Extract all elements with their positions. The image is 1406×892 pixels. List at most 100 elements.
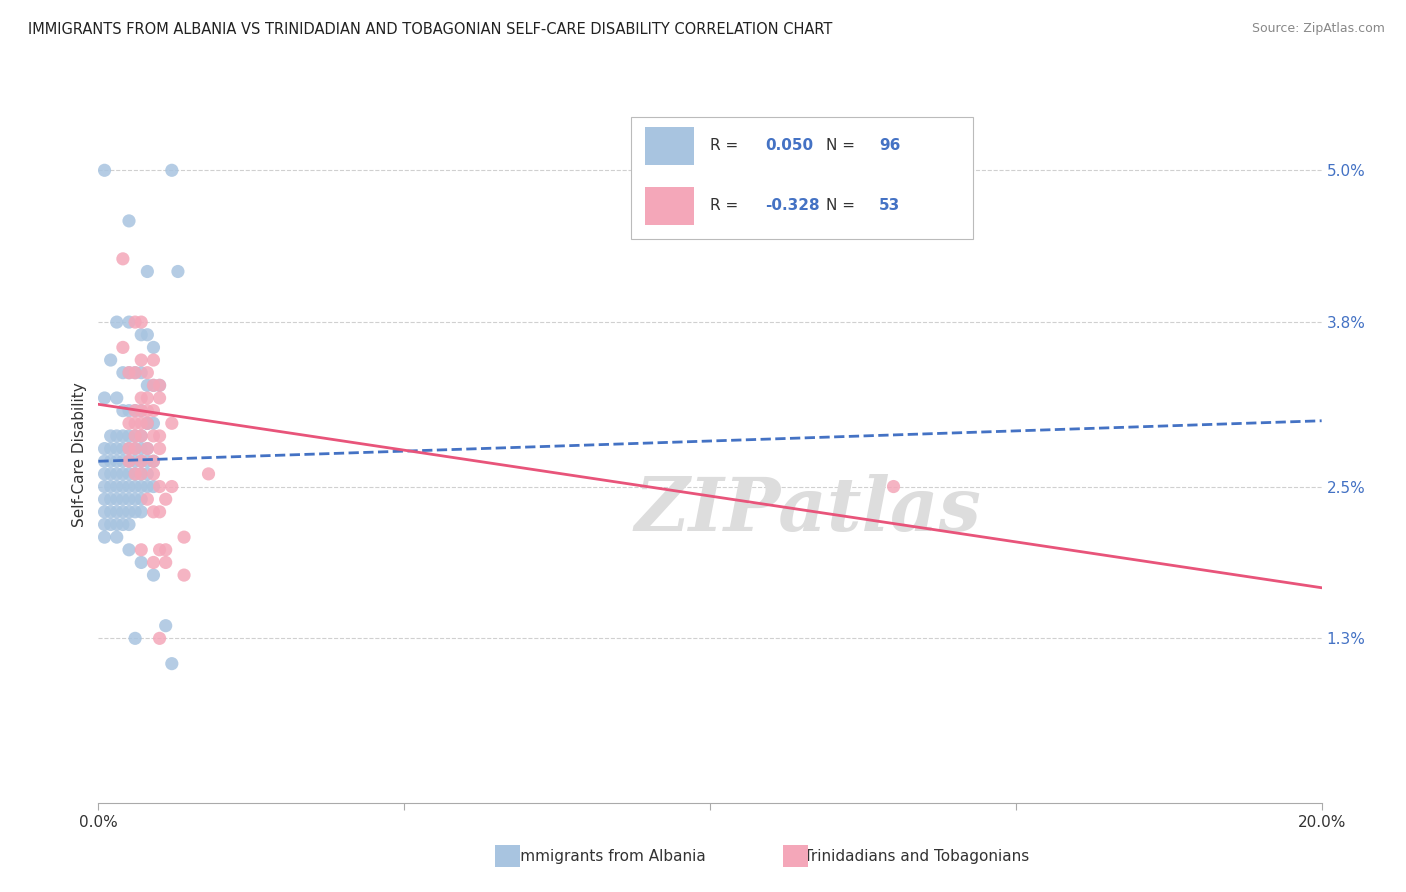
Point	[105, 429, 128, 443]
Point	[167, 264, 190, 278]
Point	[105, 467, 128, 481]
Point	[118, 417, 141, 431]
Point	[105, 505, 128, 519]
Point	[136, 327, 159, 342]
Point	[124, 467, 146, 481]
Point	[105, 442, 128, 456]
Point	[142, 429, 165, 443]
Point	[136, 378, 159, 392]
Point	[136, 479, 159, 493]
Point	[136, 454, 159, 468]
Point	[111, 252, 134, 266]
Point	[160, 479, 183, 493]
Point	[129, 467, 152, 481]
Point	[118, 505, 141, 519]
Point	[93, 492, 115, 507]
Point	[124, 467, 146, 481]
Point	[124, 403, 146, 417]
Text: Immigrants from Albania: Immigrants from Albania	[506, 849, 706, 863]
Point	[93, 467, 115, 481]
Point	[100, 353, 122, 368]
Point	[124, 429, 146, 443]
Point	[124, 442, 146, 456]
Bar	[645, 127, 695, 165]
Point	[129, 315, 152, 329]
Point	[142, 467, 165, 481]
Point	[142, 454, 165, 468]
Text: Source: ZipAtlas.com: Source: ZipAtlas.com	[1251, 22, 1385, 36]
Point	[93, 505, 115, 519]
Point	[160, 417, 183, 431]
Point	[197, 467, 219, 481]
Y-axis label: Self-Care Disability: Self-Care Disability	[72, 383, 87, 527]
Point	[173, 530, 195, 544]
Point	[118, 315, 141, 329]
Point	[124, 632, 146, 646]
Point	[124, 429, 146, 443]
Text: 53: 53	[879, 198, 900, 213]
Point	[142, 353, 165, 368]
Point	[118, 454, 141, 468]
Point	[142, 556, 165, 570]
Point	[142, 378, 165, 392]
Point	[129, 366, 152, 380]
Point	[142, 378, 165, 392]
Point	[136, 391, 159, 405]
Point	[149, 442, 172, 456]
Point	[118, 366, 141, 380]
Point	[129, 492, 152, 507]
Point	[883, 479, 905, 493]
Point	[100, 467, 122, 481]
Point	[142, 340, 165, 354]
Text: R =: R =	[710, 198, 744, 213]
Point	[142, 403, 165, 417]
Point	[155, 542, 177, 557]
Point	[124, 454, 146, 468]
Point	[129, 454, 152, 468]
Point	[149, 378, 172, 392]
Point	[105, 479, 128, 493]
Point	[93, 442, 115, 456]
Point	[136, 442, 159, 456]
Point	[111, 467, 134, 481]
Point	[129, 327, 152, 342]
Point	[93, 163, 115, 178]
Point	[129, 467, 152, 481]
Point	[118, 429, 141, 443]
Point	[129, 442, 152, 456]
Point	[100, 505, 122, 519]
Point	[100, 429, 122, 443]
Point	[129, 556, 152, 570]
Point	[124, 366, 146, 380]
Point	[111, 429, 134, 443]
Point	[111, 403, 134, 417]
Point	[136, 492, 159, 507]
Point	[111, 517, 134, 532]
Point	[136, 264, 159, 278]
Point	[118, 467, 141, 481]
Point	[111, 479, 134, 493]
Point	[93, 479, 115, 493]
Point	[105, 391, 128, 405]
Point	[136, 366, 159, 380]
Point	[129, 429, 152, 443]
Point	[105, 530, 128, 544]
Point	[129, 391, 152, 405]
Bar	[645, 187, 695, 226]
Point	[111, 442, 134, 456]
Point	[155, 618, 177, 632]
Point	[136, 417, 159, 431]
Point	[100, 442, 122, 456]
Point	[129, 479, 152, 493]
Point	[129, 429, 152, 443]
Point	[111, 366, 134, 380]
Point	[93, 454, 115, 468]
Point	[118, 442, 141, 456]
Point	[124, 505, 146, 519]
Text: -0.328: -0.328	[765, 198, 820, 213]
Point	[118, 403, 141, 417]
Point	[118, 442, 141, 456]
Point	[149, 391, 172, 405]
Text: IMMIGRANTS FROM ALBANIA VS TRINIDADIAN AND TOBAGONIAN SELF-CARE DISABILITY CORRE: IMMIGRANTS FROM ALBANIA VS TRINIDADIAN A…	[28, 22, 832, 37]
Point	[160, 163, 183, 178]
